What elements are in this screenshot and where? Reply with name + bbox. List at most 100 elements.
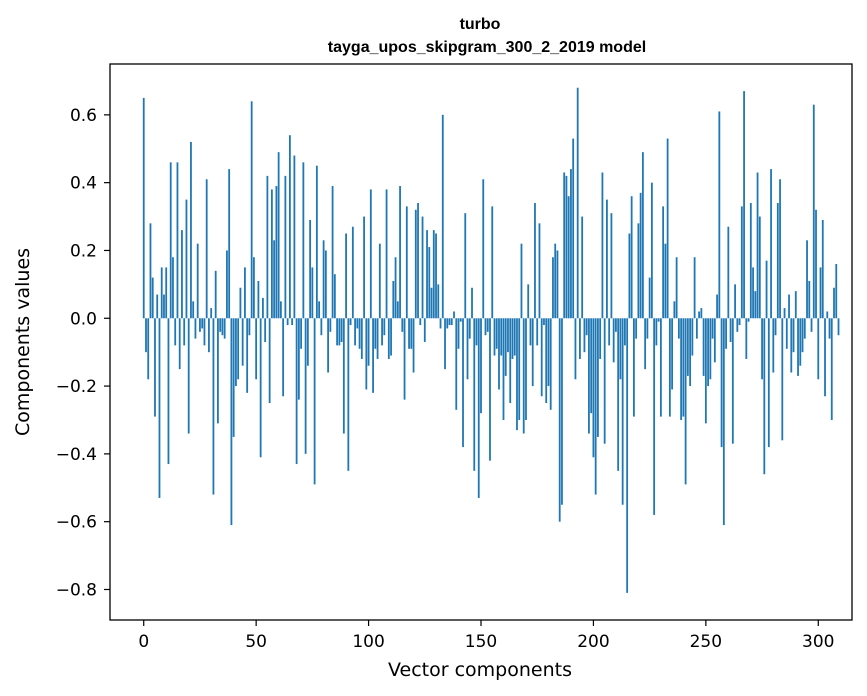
bar-46 [246, 318, 249, 393]
bar-87 [338, 318, 341, 346]
bar-182 [552, 257, 554, 319]
bar-62 [282, 318, 285, 397]
bar-6 [156, 294, 159, 319]
bar-150 [480, 318, 482, 414]
bar-303 [824, 318, 826, 397]
bar-272 [754, 291, 757, 319]
bar-136 [448, 318, 451, 326]
bar-298 [812, 104, 815, 319]
bar-66 [291, 318, 294, 326]
bar-171 [527, 284, 530, 319]
x-tick-label: 150 [465, 632, 497, 652]
bar-293 [801, 318, 804, 353]
bar-134 [444, 318, 446, 370]
bar-184 [556, 250, 559, 319]
y-tick-label: 0.4 [70, 174, 97, 194]
bar-222 [641, 152, 644, 319]
bar-69 [297, 318, 300, 400]
bar-203 [599, 318, 602, 359]
bar-95 [356, 318, 359, 329]
bar-149 [477, 318, 480, 498]
bar-219 [635, 318, 638, 339]
bar-67 [293, 155, 296, 319]
bar-268 [745, 318, 748, 359]
bar-262 [731, 318, 734, 444]
bar-221 [639, 192, 642, 319]
bar-201 [594, 318, 597, 495]
bar-211 [617, 318, 620, 471]
bar-179 [545, 318, 548, 404]
bar-86 [336, 318, 338, 346]
bar-154 [489, 318, 491, 461]
bar-10 [165, 267, 168, 319]
bar-168 [520, 243, 523, 319]
bar-13 [172, 257, 174, 319]
bar-71 [302, 162, 305, 319]
bar-274 [758, 216, 761, 319]
bar-34 [219, 318, 222, 332]
bar-99 [365, 318, 368, 390]
bar-116 [403, 318, 406, 400]
bar-231 [662, 206, 665, 319]
bar-130 [435, 233, 437, 319]
bar-79 [320, 318, 323, 336]
bar-63 [284, 175, 287, 319]
bar-204 [601, 172, 604, 319]
bar-0 [142, 97, 145, 319]
bar-144 [466, 318, 469, 380]
plot-frame [109, 63, 853, 621]
bar-131 [437, 284, 440, 319]
bar-246 [695, 318, 698, 339]
bar-308 [835, 264, 838, 319]
bar-188 [565, 175, 568, 319]
bar-263 [734, 284, 736, 319]
bar-93 [351, 226, 354, 319]
bar-282 [776, 203, 779, 319]
bar-301 [819, 267, 822, 319]
x-tick-label: 0 [138, 632, 149, 652]
bar-181 [549, 318, 552, 410]
bar-33 [217, 318, 219, 424]
bar-27 [203, 318, 206, 346]
bar-279 [770, 169, 772, 319]
bar-38 [228, 169, 231, 319]
bar-54 [264, 318, 267, 342]
bar-158 [498, 318, 500, 390]
bar-98 [363, 216, 365, 319]
bar-186 [561, 318, 563, 505]
bar-270 [749, 203, 752, 319]
y-tick-label: 0.2 [70, 241, 97, 261]
bar-307 [833, 287, 835, 319]
bar-244 [691, 318, 694, 356]
bar-81 [324, 250, 327, 319]
bar-252 [709, 318, 712, 380]
bar-226 [650, 182, 653, 319]
bar-14 [174, 318, 177, 346]
bar-109 [387, 318, 390, 359]
bar-240 [682, 318, 685, 417]
bar-172 [529, 318, 532, 346]
bar-255 [716, 294, 718, 319]
bar-189 [567, 196, 570, 319]
bar-49 [253, 257, 255, 319]
bar-84 [331, 186, 334, 319]
bar-129 [432, 230, 435, 319]
bar-56 [268, 318, 271, 404]
bar-100 [367, 318, 370, 366]
bar-97 [360, 318, 363, 359]
bar-275 [761, 318, 763, 380]
bar-146 [471, 287, 473, 319]
bar-52 [259, 318, 262, 458]
bar-122 [417, 203, 419, 319]
bar-216 [628, 233, 631, 319]
x-tick-label: 100 [352, 632, 384, 652]
bar-193 [576, 87, 579, 319]
bar-44 [241, 318, 244, 366]
bar-194 [579, 318, 581, 359]
bar-47 [248, 318, 251, 336]
bar-175 [536, 318, 539, 346]
bar-104 [376, 318, 379, 359]
bar-141 [459, 318, 462, 322]
bar-127 [428, 247, 431, 319]
bar-198 [588, 318, 590, 434]
